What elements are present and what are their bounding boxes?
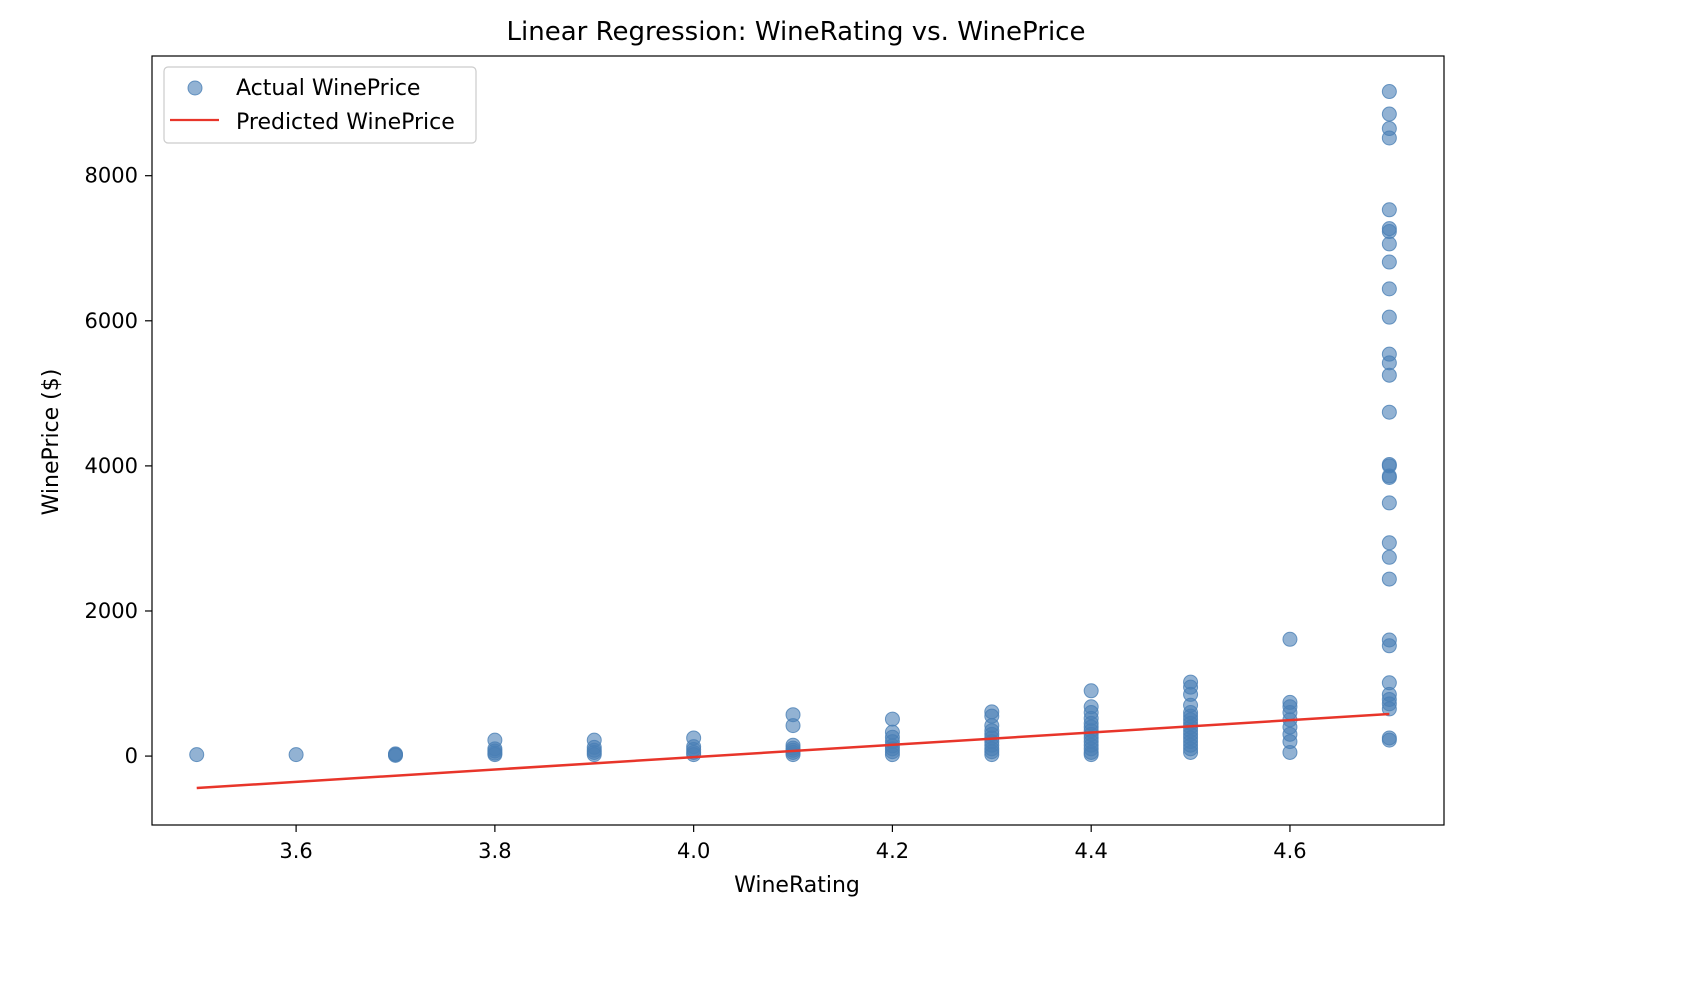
plot-frame [151, 55, 1445, 826]
y-tick-label: 2000 [85, 599, 138, 623]
data-point [1381, 571, 1397, 587]
x-tick-label: 3.8 [478, 839, 511, 863]
data-point [1381, 730, 1397, 746]
data-point [1381, 254, 1397, 270]
data-point [1381, 495, 1397, 511]
data-point [785, 707, 801, 723]
data-point [387, 746, 403, 762]
legend-box [163, 66, 477, 144]
data-point [1381, 632, 1397, 648]
data-point [487, 732, 503, 748]
data-point [1083, 699, 1099, 715]
data-point [1381, 281, 1397, 297]
data-point [884, 724, 900, 740]
data-point [586, 732, 602, 748]
data-point [1381, 202, 1397, 218]
data-point [288, 747, 304, 763]
y-tick-label: 4000 [85, 454, 138, 478]
legend-label-predicted: Predicted WinePrice [236, 110, 455, 135]
data-point [1381, 346, 1397, 362]
y-tick-label: 8000 [85, 164, 138, 188]
data-point [1381, 404, 1397, 420]
regression-line [196, 712, 1390, 790]
data-point [1183, 674, 1199, 690]
y-tick-label: 6000 [85, 309, 138, 333]
data-point [1381, 549, 1397, 565]
data-point [1381, 106, 1397, 122]
x-tick-label: 4.2 [876, 839, 909, 863]
legend-label-actual: Actual WinePrice [236, 76, 420, 101]
data-point [686, 730, 702, 746]
data-point [189, 747, 205, 763]
x-tick-label: 4.0 [677, 839, 710, 863]
y-tick-label: 0 [125, 744, 138, 768]
x-tick-label: 4.4 [1074, 839, 1107, 863]
legend-marker-actual [187, 80, 203, 96]
x-axis-label: WineRating [734, 873, 860, 898]
data-point [1381, 535, 1397, 551]
x-axis: 3.6 3.8 4.0 4.2 4.4 4.6 [279, 825, 1307, 863]
x-tick-label: 3.6 [279, 839, 312, 863]
data-point [1381, 675, 1397, 691]
data-point [1381, 84, 1397, 100]
data-point [1381, 121, 1397, 137]
data-point [984, 704, 1000, 720]
legend: Actual WinePrice Predicted WinePrice [163, 66, 477, 144]
x-tick-label: 4.6 [1273, 839, 1306, 863]
data-point [1381, 221, 1397, 237]
data-point [1282, 631, 1298, 647]
data-point [1381, 456, 1397, 472]
chart-title: Linear Regression: WineRating vs. WinePr… [507, 17, 1086, 47]
y-axis: 0 2000 4000 6000 8000 [85, 164, 152, 768]
data-point [1083, 683, 1099, 699]
plot-area [189, 84, 1397, 790]
data-point [1381, 309, 1397, 325]
y-axis-label: WinePrice ($) [39, 369, 64, 516]
data-point [884, 711, 900, 727]
data-point [1282, 694, 1298, 710]
